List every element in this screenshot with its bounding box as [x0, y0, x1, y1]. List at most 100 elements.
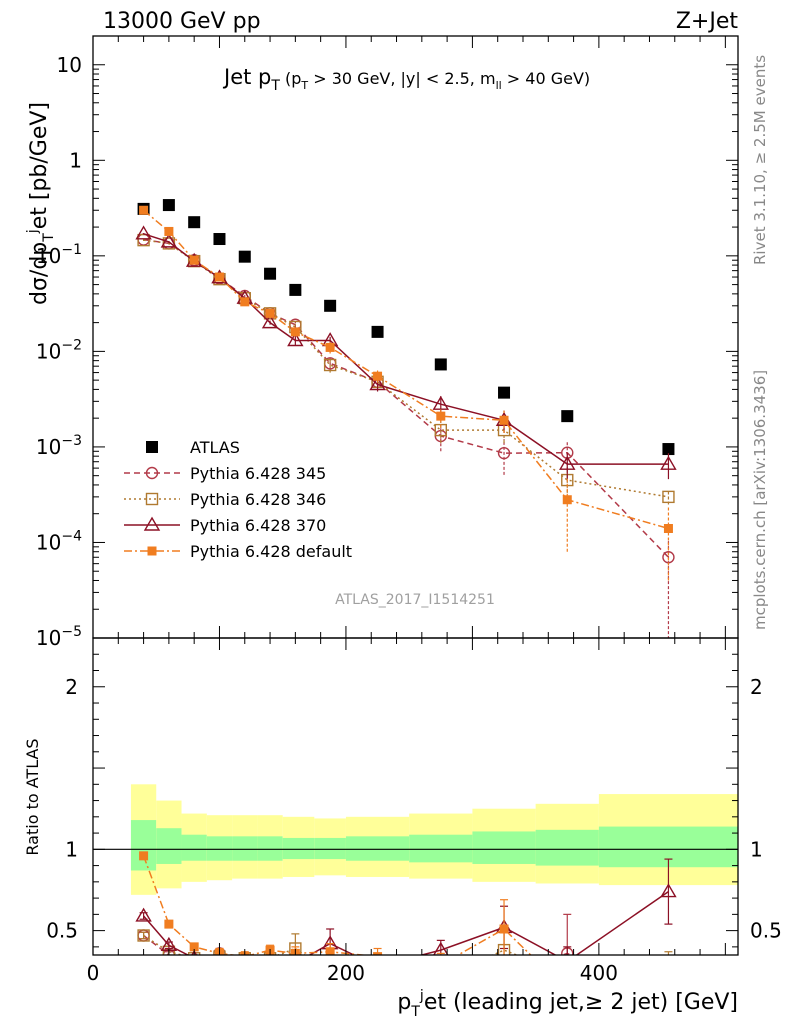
y-tick-mantissa: 10 [36, 530, 61, 554]
ratio-point [290, 958, 301, 969]
title-cuts-mid: > 30 GeV, |y| < 2.5, m [308, 69, 495, 88]
data-point [499, 415, 509, 425]
data-point [325, 342, 335, 352]
y-tick-mantissa: 10 [36, 435, 61, 459]
series-line-3 [143, 233, 669, 465]
legend-label: Pythia 6.428 default [190, 542, 352, 561]
y-tick-label: 10−2 [36, 337, 82, 363]
band-inner-5 [257, 836, 283, 861]
data-point [162, 199, 175, 212]
data-point [265, 308, 275, 318]
data-point [189, 255, 199, 265]
x-tick-label: 0 [87, 961, 100, 985]
data-point [261, 314, 279, 329]
legend-marker [146, 441, 158, 453]
rivet-side-label: Rivet 3.1.10, ≥ 2.5M events [751, 55, 769, 265]
legend-label: Pythia 6.428 346 [190, 490, 326, 509]
band-inner-2 [181, 834, 207, 861]
data-point [160, 233, 178, 248]
data-point [662, 490, 675, 504]
data-point [434, 358, 447, 371]
data-point [371, 325, 384, 338]
legend-item-4: Pythia 6.428 default [124, 542, 352, 561]
data-point [432, 395, 450, 410]
ratio-y-tick-label-right: 1 [750, 837, 763, 861]
data-point [561, 410, 574, 423]
ratio-point [433, 941, 449, 955]
legend-item-0: ATLAS [146, 438, 240, 457]
x-tick-label: 200 [327, 961, 365, 985]
ratio-uncertainty-bands [93, 784, 738, 895]
xlabel-sub: T [410, 1004, 420, 1020]
ratio-point [660, 883, 677, 898]
data-point [498, 386, 511, 399]
ratio-point [189, 958, 200, 969]
data-point [662, 443, 675, 456]
data-point [135, 225, 152, 240]
xlabel-sup: j [419, 988, 424, 1004]
data-point [497, 446, 511, 460]
ratio-y-tick-label: 1 [65, 837, 78, 861]
ratio-point [566, 953, 569, 955]
y-tick-exponent: −2 [61, 337, 82, 353]
data-point [290, 327, 300, 337]
ylabel-sup: j [25, 229, 41, 234]
y-tick-exponent: −4 [61, 528, 82, 544]
data-point [663, 523, 673, 533]
data-point [214, 272, 224, 282]
y-tick-label: 10−1 [36, 242, 82, 268]
ratio-point [268, 953, 272, 955]
ratio-point [189, 942, 199, 952]
ratio-y-axis-label: Ratio to ATLAS [23, 738, 42, 855]
data-point [240, 297, 250, 307]
y-tick-mantissa: 10 [36, 626, 61, 650]
ratio-point [499, 924, 509, 934]
ylabel-a: dσ/dp [27, 242, 52, 305]
data-point [213, 233, 226, 246]
band-inner-0 [130, 820, 157, 871]
y-axis-label: dσ/dpTjet [pb/GeV] [25, 102, 57, 305]
legend-label: Pythia 6.428 370 [190, 516, 326, 535]
legend-marker [147, 546, 157, 556]
y-tick-mantissa: 10 [36, 339, 61, 363]
series-line-1 [143, 238, 669, 558]
y-tick-exponent: −1 [61, 242, 82, 258]
data-point [562, 495, 572, 505]
data-point [559, 455, 576, 470]
band-inner-9 [409, 834, 473, 863]
ratio-point [325, 947, 335, 955]
data-point [164, 226, 174, 236]
ratio-point [139, 851, 149, 861]
legend-item-1: Pythia 6.428 345 [124, 464, 326, 483]
series-0 [137, 199, 675, 456]
xlabel-a: p [397, 990, 411, 1015]
ratio-point [137, 929, 150, 942]
data-point [323, 358, 337, 372]
ratio-point [663, 956, 674, 967]
data-point [436, 411, 446, 421]
ylabel-b: et [pb/GeV] [27, 102, 52, 229]
data-point [373, 371, 383, 381]
title-cuts-sub2: ll [496, 79, 502, 92]
y-tick-label: 10−5 [36, 624, 82, 650]
legend-marker [145, 466, 159, 480]
band-inner-8 [345, 836, 410, 861]
title-cuts-end: > 40 GeV) [502, 69, 590, 88]
y-tick-label: 10 [57, 53, 82, 77]
ratio-point [239, 958, 250, 969]
ylabel-sub: T [41, 233, 57, 243]
y-tick-label: 1 [69, 148, 82, 172]
legend-item-2: Pythia 6.428 346 [124, 490, 326, 509]
x-axis-label: pTjet (leading jet,≥ 2 jet) [GeV] [397, 988, 738, 1020]
ratio-point [295, 954, 296, 955]
ratio-panel-frame [92, 637, 739, 956]
band-inner-1 [156, 828, 182, 864]
ratio-y-tick-label: 2 [65, 675, 78, 699]
y-tick-label: 10−3 [36, 433, 82, 459]
ratio-point [435, 977, 446, 988]
data-point [137, 233, 150, 247]
legend-marker [143, 516, 161, 531]
analysis-watermark: ATLAS_2017_I1514251 [335, 592, 495, 608]
header-left-label: 13000 GeV pp [103, 9, 261, 34]
